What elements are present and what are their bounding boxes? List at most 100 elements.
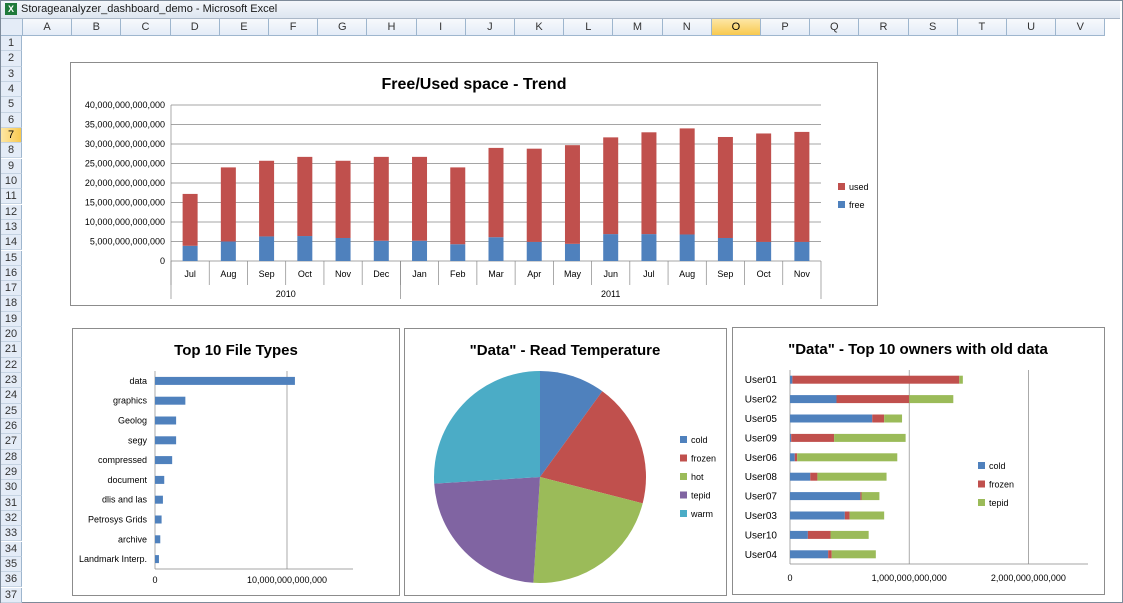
trend-chart[interactable]: Free/Used space - Trend 0 5,000,000,000,00… xyxy=(70,62,878,306)
row-header-28[interactable]: 28 xyxy=(1,449,22,465)
bar-used xyxy=(526,148,542,242)
bar-frozen xyxy=(828,550,832,559)
column-header-N[interactable]: N xyxy=(662,19,712,36)
row-header-10[interactable]: 10 xyxy=(1,173,22,190)
bar-cold xyxy=(790,492,861,501)
row-header-1[interactable]: 1 xyxy=(1,36,22,52)
row-header-30[interactable]: 30 xyxy=(1,480,22,496)
row-header-19[interactable]: 19 xyxy=(1,311,22,328)
bar-frozen xyxy=(794,453,798,462)
row-header-24[interactable]: 24 xyxy=(1,388,22,404)
bar-free xyxy=(220,241,236,261)
bar-used xyxy=(335,160,351,238)
bar-used xyxy=(564,145,580,244)
column-header-K[interactable]: K xyxy=(515,19,565,36)
row-header-5[interactable]: 5 xyxy=(1,97,22,113)
row-header-6[interactable]: 6 xyxy=(1,112,22,128)
row-header-32[interactable]: 32 xyxy=(1,510,22,527)
row-header-4[interactable]: 4 xyxy=(1,82,22,98)
x-tick-label: Sep xyxy=(259,269,275,279)
row-header-34[interactable]: 34 xyxy=(1,541,22,557)
row-header-12[interactable]: 12 xyxy=(1,204,22,220)
category-label: User10 xyxy=(745,530,778,541)
x-tick-label: 1,000,000,000,000 xyxy=(872,573,947,583)
row-header-26[interactable]: 26 xyxy=(1,419,22,435)
select-all-corner[interactable] xyxy=(1,19,23,36)
column-header-H[interactable]: H xyxy=(367,19,417,36)
row-header-22[interactable]: 22 xyxy=(1,357,22,373)
x-tick-label: Sep xyxy=(717,269,733,279)
row-header-20[interactable]: 20 xyxy=(1,327,22,343)
temperature-pie-chart[interactable]: "Data" - Read Temperature cold frozen hot te… xyxy=(404,328,727,596)
bar-tepid xyxy=(884,414,903,423)
legend-swatch-frozen xyxy=(978,480,985,488)
bar-cold xyxy=(790,395,837,404)
column-header-B[interactable]: B xyxy=(72,19,122,36)
category-label: User05 xyxy=(745,414,778,425)
column-header-E[interactable]: E xyxy=(219,19,269,36)
row-header-7[interactable]: 7 xyxy=(1,127,22,144)
row-header-11[interactable]: 11 xyxy=(1,189,22,205)
row-header-29[interactable]: 29 xyxy=(1,465,22,481)
row-header-27[interactable]: 27 xyxy=(1,434,22,450)
row-header-3[interactable]: 3 xyxy=(1,66,22,82)
column-header-D[interactable]: D xyxy=(170,19,220,36)
row-header-13[interactable]: 13 xyxy=(1,219,22,236)
column-header-O[interactable]: O xyxy=(711,19,761,36)
legend-label-cold: cold xyxy=(989,461,1006,471)
column-header-L[interactable]: L xyxy=(564,19,614,36)
column-header-P[interactable]: P xyxy=(761,19,811,36)
row-header-2[interactable]: 2 xyxy=(1,51,22,67)
y-tick-label: 5,000,000,000,000 xyxy=(90,237,165,247)
column-header-M[interactable]: M xyxy=(613,19,663,36)
column-header-R[interactable]: R xyxy=(859,19,909,36)
legend-swatch-free xyxy=(838,201,845,208)
column-header-V[interactable]: V xyxy=(1056,19,1106,36)
bar xyxy=(155,416,177,425)
bar-cold xyxy=(790,530,808,539)
column-header-F[interactable]: F xyxy=(269,19,319,36)
bar-used xyxy=(220,167,236,242)
row-header-31[interactable]: 31 xyxy=(1,495,22,511)
bar-frozen xyxy=(792,375,960,384)
legend-swatch-tepid xyxy=(978,499,985,506)
owners-chart[interactable]: "Data" - Top 10 owners with old data 0 1,0… xyxy=(732,327,1105,595)
legend-swatch-frozen xyxy=(680,454,687,462)
row-header-35[interactable]: 35 xyxy=(1,556,22,573)
row-header-15[interactable]: 15 xyxy=(1,250,22,266)
column-header-G[interactable]: G xyxy=(318,19,368,36)
row-header-14[interactable]: 14 xyxy=(1,235,22,251)
column-header-I[interactable]: I xyxy=(416,19,466,36)
row-header-16[interactable]: 16 xyxy=(1,265,22,282)
row-header-21[interactable]: 21 xyxy=(1,342,22,358)
row-header-18[interactable]: 18 xyxy=(1,296,22,312)
bar-used xyxy=(756,133,772,242)
file-types-chart[interactable]: Top 10 File Types 0 10,000,000,000,000 data… xyxy=(72,328,400,596)
y-tick-label: 40,000,000,000,000 xyxy=(85,100,165,110)
row-header-33[interactable]: 33 xyxy=(1,526,22,542)
bar-tepid xyxy=(834,433,906,442)
row-header-37[interactable]: 37 xyxy=(1,587,22,603)
column-header-S[interactable]: S xyxy=(908,19,958,36)
column-header-A[interactable]: A xyxy=(23,19,73,36)
row-header-23[interactable]: 23 xyxy=(1,373,22,389)
row-header-8[interactable]: 8 xyxy=(1,143,22,159)
pie-slice-hot xyxy=(533,477,643,583)
category-label: compressed xyxy=(98,455,147,465)
chart-title: "Data" - Top 10 owners with old data xyxy=(788,341,1048,358)
row-header-36[interactable]: 36 xyxy=(1,572,22,588)
bar xyxy=(155,555,159,564)
row-header-9[interactable]: 9 xyxy=(1,158,22,174)
row-header-25[interactable]: 25 xyxy=(1,403,22,419)
bar-used xyxy=(297,156,313,237)
category-label: Geolog xyxy=(118,416,147,426)
column-header-J[interactable]: J xyxy=(465,19,515,36)
column-header-T[interactable]: T xyxy=(957,19,1007,36)
row-header-17[interactable]: 17 xyxy=(1,281,22,297)
x-tick-label: Aug xyxy=(679,269,695,279)
column-header-C[interactable]: C xyxy=(121,19,171,36)
column-header-Q[interactable]: Q xyxy=(810,19,860,36)
column-header-U[interactable]: U xyxy=(1007,19,1057,36)
category-label: Landmark Interp. xyxy=(79,554,147,564)
legend-label-frozen: frozen xyxy=(691,454,716,464)
